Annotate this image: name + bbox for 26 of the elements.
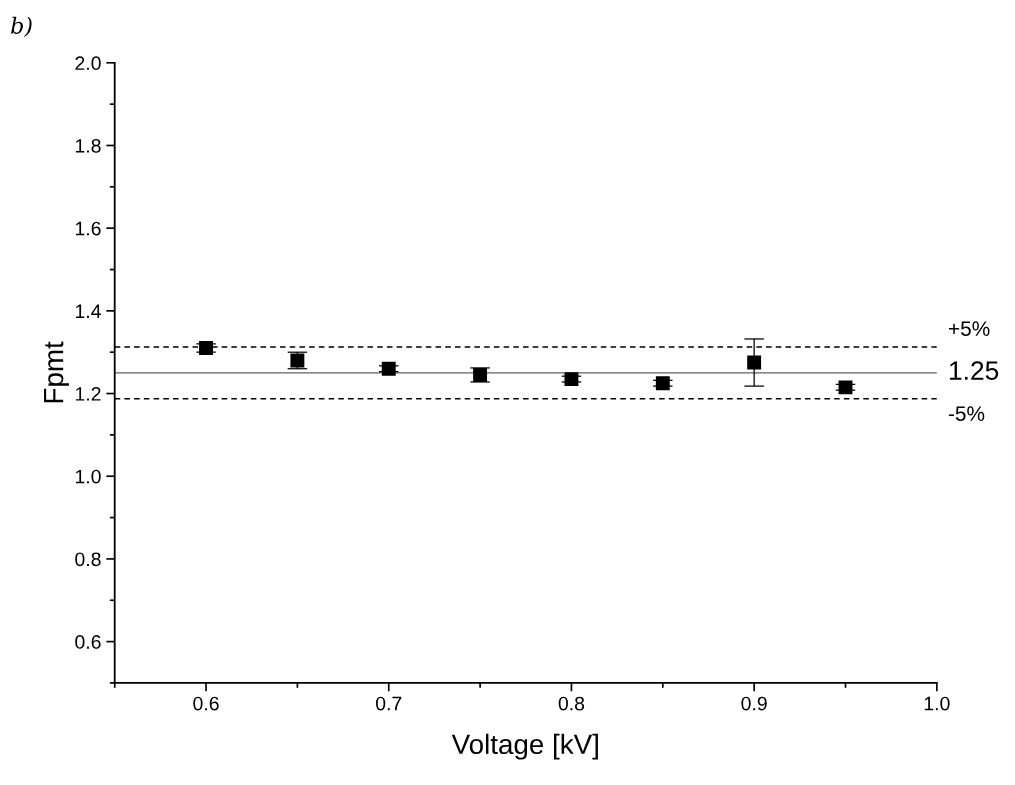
x-tick-label: 0.8 <box>558 696 585 711</box>
y-tick-label: 1.8 <box>75 138 101 153</box>
y-tick-label: 0.8 <box>75 552 101 567</box>
y-tick-label: 1.0 <box>75 469 101 484</box>
y-axis-title: Fpmt <box>44 341 69 403</box>
text: b) <box>11 16 32 38</box>
point <box>838 380 853 395</box>
x-tick-label: 0.9 <box>741 696 767 711</box>
annotation: +5% <box>948 321 990 336</box>
x-tick-label: 1.0 <box>924 696 950 711</box>
y-tick-label: 1.4 <box>75 304 101 318</box>
point <box>747 355 762 370</box>
point <box>381 361 396 376</box>
point <box>473 367 488 382</box>
y-tick-label: 2.0 <box>75 56 101 71</box>
point <box>199 341 213 356</box>
x-axis-title: Voltage [kV] <box>451 733 598 760</box>
y-tick-label: 0.6 <box>75 635 101 649</box>
y-tick-label: 1.6 <box>75 221 101 236</box>
x-tick-label: 0.6 <box>193 696 219 711</box>
annotation: -5% <box>948 406 985 421</box>
point <box>564 372 579 387</box>
ref-line-label: 1.25 <box>949 361 999 380</box>
x-tick-label: 0.7 <box>375 696 402 711</box>
y-tick-label: 1.2 <box>75 387 101 401</box>
point <box>655 376 670 391</box>
